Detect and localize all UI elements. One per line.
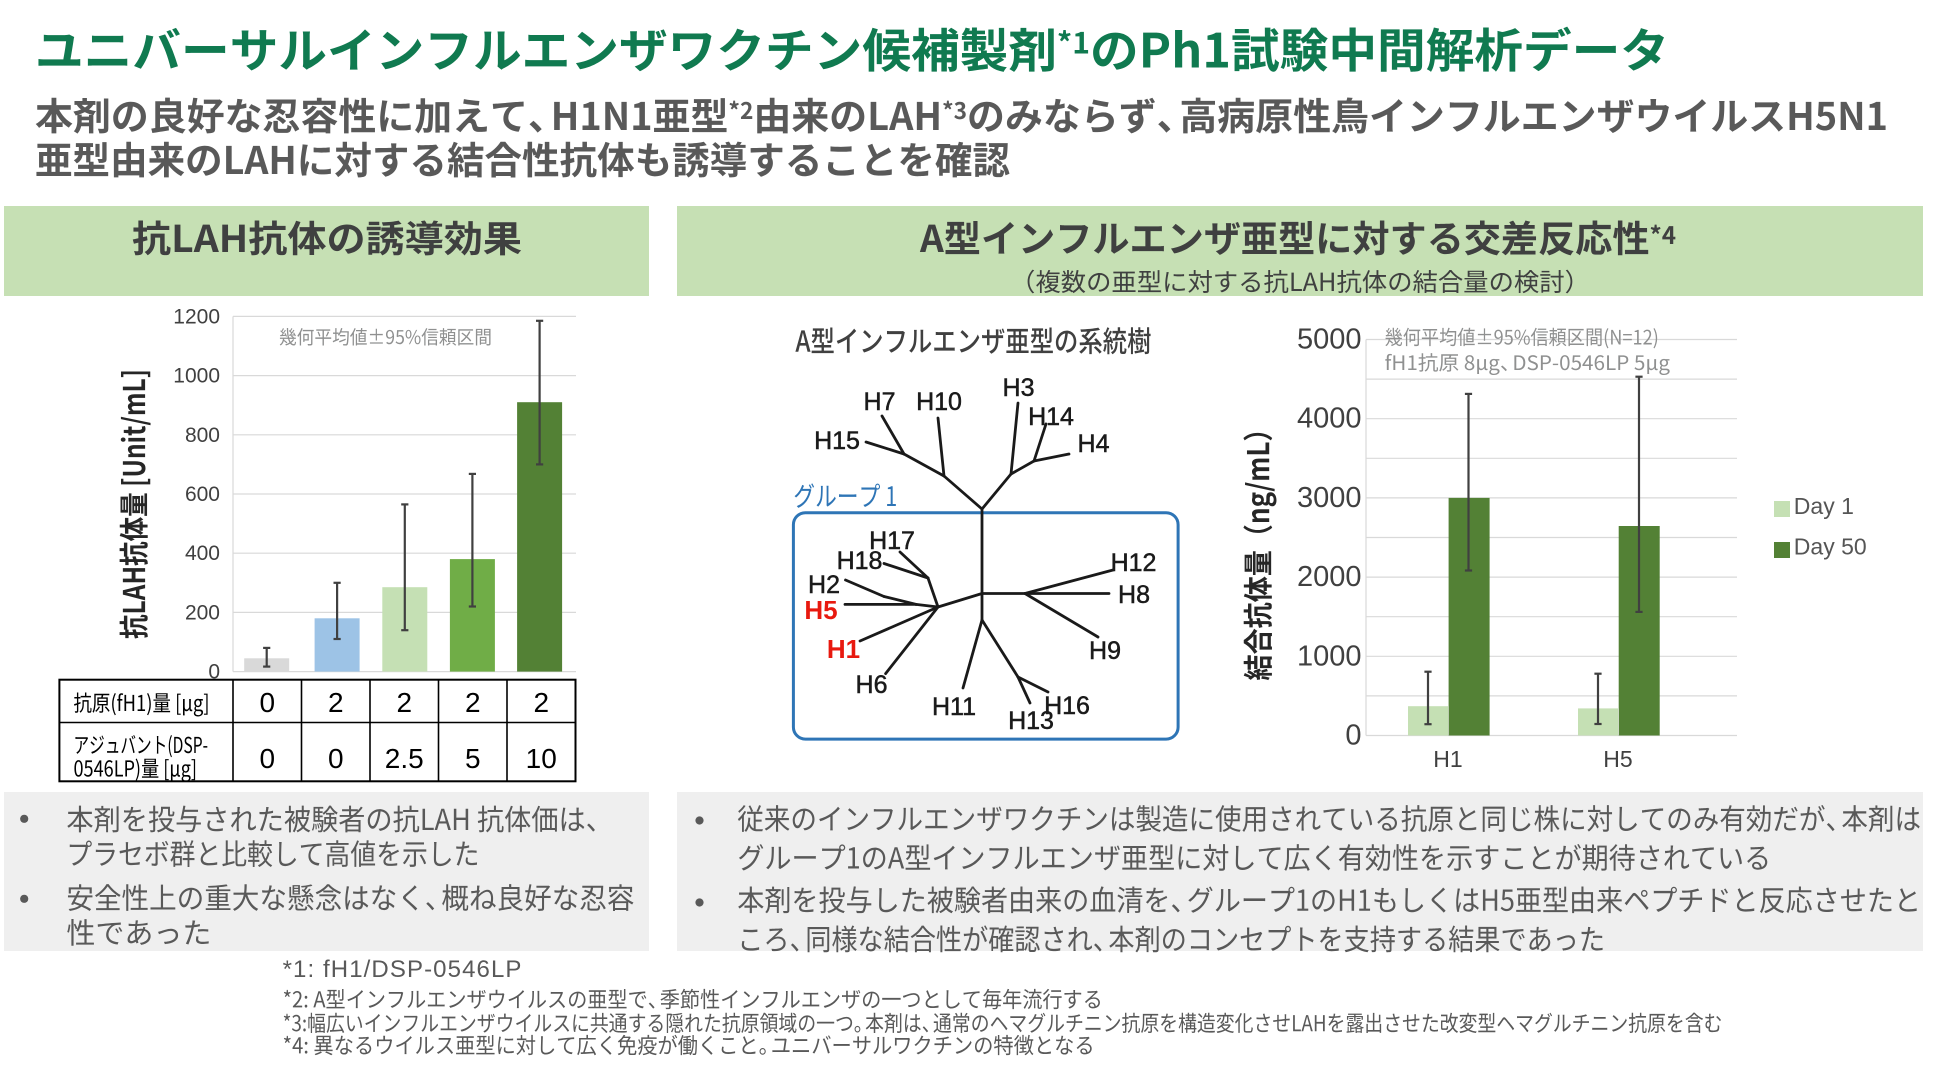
svg-text:200: 200 [185, 601, 220, 624]
svg-text:800: 800 [185, 424, 220, 447]
svg-text:4000: 4000 [1297, 403, 1362, 435]
svg-text:H10: H10 [916, 388, 962, 416]
svg-text:2.5: 2.5 [385, 743, 424, 774]
svg-text:2000: 2000 [1297, 561, 1362, 593]
svg-text:0: 0 [208, 661, 220, 684]
svg-text:H13: H13 [1008, 707, 1054, 735]
svg-text:H17: H17 [869, 527, 915, 555]
svg-text:H6: H6 [856, 671, 888, 699]
svg-text:0: 0 [259, 743, 275, 774]
svg-text:10: 10 [526, 743, 557, 774]
svg-text:2: 2 [533, 687, 549, 718]
svg-text:5: 5 [465, 743, 481, 774]
svg-text:600: 600 [185, 483, 220, 506]
svg-text:0: 0 [259, 687, 275, 718]
svg-text:H16: H16 [1044, 692, 1090, 720]
svg-text:2: 2 [328, 687, 344, 718]
svg-text:H9: H9 [1089, 637, 1121, 665]
svg-text:2: 2 [465, 687, 481, 718]
svg-text:H11: H11 [932, 693, 976, 721]
svg-text:H3: H3 [1003, 374, 1035, 402]
svg-text:H15: H15 [814, 427, 860, 455]
svg-text:H7: H7 [864, 388, 896, 416]
svg-text:2: 2 [396, 687, 412, 718]
svg-text:Day 1: Day 1 [1794, 493, 1854, 519]
svg-text:400: 400 [185, 542, 220, 565]
svg-text:H5: H5 [804, 595, 837, 625]
svg-text:H1: H1 [1433, 746, 1462, 772]
svg-text:H8: H8 [1118, 581, 1150, 609]
svg-text:0: 0 [1345, 720, 1361, 752]
svg-text:*1: fH1/DSP-0546LP: *1: fH1/DSP-0546LP [283, 956, 523, 983]
svg-text:H12: H12 [1111, 549, 1157, 577]
svg-text:1200: 1200 [173, 305, 220, 328]
svg-text:5000: 5000 [1297, 324, 1362, 356]
svg-text:1000: 1000 [1297, 640, 1362, 672]
svg-text:H5: H5 [1603, 746, 1632, 772]
svg-text:H1: H1 [827, 634, 860, 664]
svg-text:H2: H2 [808, 571, 840, 599]
svg-text:H14: H14 [1028, 403, 1074, 431]
svg-text:3000: 3000 [1297, 482, 1362, 514]
svg-text:1000: 1000 [173, 365, 220, 388]
svg-text:Day 50: Day 50 [1794, 534, 1867, 560]
svg-text:H4: H4 [1078, 430, 1110, 458]
svg-text:H18: H18 [837, 547, 883, 575]
svg-text:0: 0 [328, 743, 344, 774]
